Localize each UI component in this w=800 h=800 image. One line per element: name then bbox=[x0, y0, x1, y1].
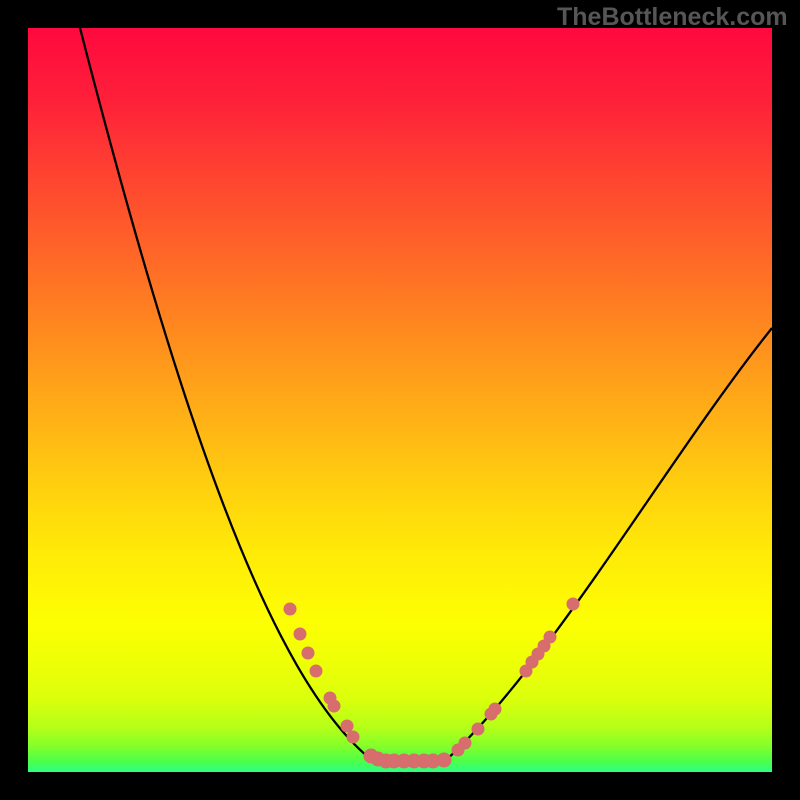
gradient-background bbox=[28, 28, 772, 772]
data-marker bbox=[472, 723, 484, 735]
data-marker bbox=[459, 737, 471, 749]
chart-frame: TheBottleneck.com bbox=[0, 0, 800, 800]
plot-area bbox=[28, 28, 772, 772]
watermark-text: TheBottleneck.com bbox=[557, 3, 788, 32]
data-marker bbox=[310, 665, 322, 677]
data-marker bbox=[437, 753, 451, 767]
bottleneck-curve bbox=[28, 28, 772, 772]
data-marker bbox=[284, 603, 296, 615]
data-marker bbox=[341, 720, 353, 732]
data-marker bbox=[567, 598, 579, 610]
data-marker bbox=[544, 631, 556, 643]
data-marker bbox=[294, 628, 306, 640]
data-marker bbox=[328, 700, 340, 712]
data-marker bbox=[347, 731, 359, 743]
data-marker bbox=[489, 703, 501, 715]
data-marker bbox=[302, 647, 314, 659]
